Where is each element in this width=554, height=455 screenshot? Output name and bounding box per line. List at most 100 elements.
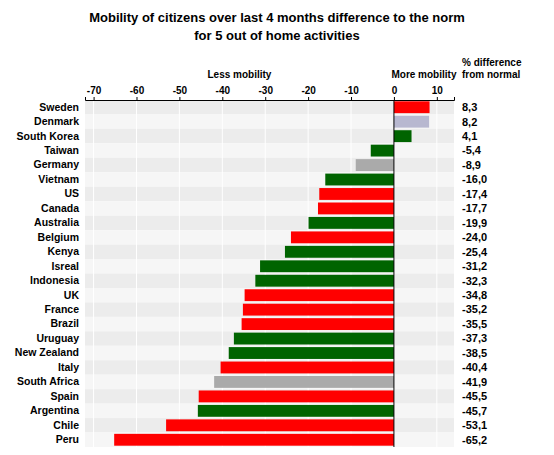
chart: Mobility of citizens over last 4 months … [0, 0, 554, 455]
grid-line [93, 100, 94, 447]
x-tick: -60 [130, 85, 145, 100]
annotation: Less mobility [208, 69, 272, 80]
bar [229, 347, 394, 359]
y-tick: Italy [58, 361, 79, 373]
annotation: More mobility [391, 69, 456, 80]
x-tick: -30 [258, 85, 273, 100]
subtitle: for 5 out of home activities [194, 28, 359, 43]
plot: -70 -60 -50 -40 -30 -20 -10 0 10 SwedenDenmarkSou… [15, 57, 522, 447]
row-stripe [85, 187, 454, 201]
x-tick-label: -70 [87, 85, 102, 96]
value-label: 8,3 [462, 101, 477, 113]
bar [291, 231, 394, 243]
value-label: -35,5 [462, 318, 487, 330]
x-tick-mark [394, 97, 395, 100]
row-stripe [85, 114, 454, 128]
y-tick: Denmark [34, 115, 79, 127]
grid-line [393, 100, 394, 447]
row-stripe [85, 172, 454, 186]
x-tick-mark [308, 97, 309, 100]
y-tick: Spain [50, 390, 79, 402]
y-tick-label: Australia [34, 216, 79, 228]
y-tick: Belgium [38, 231, 79, 243]
bar [221, 362, 394, 374]
bar [198, 405, 394, 417]
y-tick-label: Spain [50, 390, 79, 402]
x-tick-label: -50 [173, 85, 188, 96]
value-label: -8,9 [462, 159, 481, 171]
row-stripe [85, 158, 454, 172]
row-stripe [85, 274, 454, 288]
x-tick: -40 [216, 85, 231, 100]
x-tick-mark [94, 97, 95, 100]
bar [325, 174, 394, 186]
y-tick: Taiwan [44, 144, 79, 156]
y-tick-label: Brazil [50, 317, 79, 329]
value-label: -16,0 [462, 173, 487, 185]
grid-line [179, 100, 180, 447]
row-stripe [85, 245, 454, 259]
y-tick-label: Canada [41, 202, 79, 214]
x-tick: -70 [87, 85, 102, 100]
row-stripe [85, 259, 454, 273]
value-label: 4,1 [462, 130, 477, 142]
y-tick-label: Chile [53, 419, 79, 431]
row-stripe [85, 100, 454, 114]
y-tick: New Zealand [15, 346, 79, 358]
y-tick-label: Indonesia [30, 274, 79, 286]
row-stripe [85, 201, 454, 215]
row-stripe [85, 331, 454, 345]
y-tick-label: Isreal [52, 260, 80, 272]
grid-line [136, 100, 137, 447]
y-tick: Uruguay [36, 332, 79, 344]
y-tick-label: Vietnam [38, 173, 79, 185]
value-label: -19,9 [462, 217, 487, 229]
value-label: -32,3 [462, 275, 487, 287]
y-tick: Canada [41, 202, 79, 214]
y-tick-label: Argentina [30, 404, 79, 416]
bar [245, 289, 394, 301]
value-label: -53,1 [462, 419, 487, 431]
y-tick-label: Uruguay [36, 332, 79, 344]
bar [255, 275, 394, 287]
value-label: -31,2 [462, 260, 487, 272]
value-labels: 8,38,24,1-5,4-8,9-16,0-17,4-17,7-19,9-24… [462, 101, 488, 446]
y-tick: Australia [34, 216, 79, 228]
annotation: from normal [462, 69, 521, 80]
y-axis: SwedenDenmarkSouth KoreaTaiwanGermanyVie… [15, 101, 80, 446]
bars [114, 101, 429, 445]
y-tick: Indonesia [30, 274, 79, 286]
x-tick: -20 [301, 85, 316, 100]
y-tick: Argentina [30, 404, 79, 416]
x-tick-mark [222, 97, 223, 100]
x-tick-label: -10 [344, 85, 359, 96]
bar [319, 188, 394, 200]
y-tick: South Africa [17, 375, 79, 387]
x-tick: -10 [344, 85, 359, 100]
bar [394, 101, 430, 113]
x-tick: 10 [432, 85, 444, 100]
x-tick-mark [136, 97, 137, 100]
row-stripe [85, 302, 454, 316]
x-tick-label: 10 [432, 85, 444, 96]
bar [243, 304, 394, 316]
value-label: -45,5 [462, 390, 487, 402]
x-tick-label: 0 [392, 85, 398, 96]
headers: Less mobilityMore mobility% differencefr… [208, 57, 522, 80]
y-tick-label: Italy [58, 361, 79, 373]
row-stripe [85, 433, 454, 447]
row-stripe [85, 288, 454, 302]
bar [394, 116, 429, 128]
x-tick-mark [437, 97, 438, 100]
bar [214, 376, 394, 388]
y-tick: US [64, 187, 79, 199]
row-stripes [85, 100, 454, 447]
value-label: -5,4 [462, 144, 482, 156]
bar [309, 217, 394, 229]
row-stripe [85, 317, 454, 331]
value-label: -25,4 [462, 246, 488, 258]
bar [394, 130, 412, 142]
y-tick-label: South Africa [17, 375, 79, 387]
value-label: -34,8 [462, 289, 487, 301]
x-tick: 0 [392, 85, 398, 100]
